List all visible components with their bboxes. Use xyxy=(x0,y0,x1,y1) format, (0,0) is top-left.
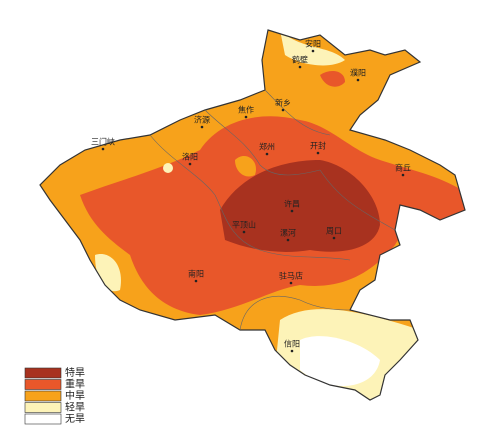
city-borders xyxy=(149,89,396,331)
city-dot xyxy=(290,349,294,353)
legend-swatch xyxy=(24,367,62,379)
city-dot xyxy=(289,281,293,285)
city-label: 许昌 xyxy=(284,199,300,209)
city-label: 南阳 xyxy=(188,269,204,279)
legend-swatch xyxy=(24,413,62,425)
city-label: 三门峡 xyxy=(91,137,115,147)
city-label: 鹤壁 xyxy=(292,55,308,65)
city-dot xyxy=(200,125,204,129)
city-label: 濮阳 xyxy=(350,68,366,78)
city-dot xyxy=(298,65,302,69)
city-dot xyxy=(401,173,405,177)
city-label: 济源 xyxy=(194,115,210,125)
city-dot xyxy=(244,115,248,119)
city-dot xyxy=(332,236,336,240)
legend-label: 中旱 xyxy=(65,389,85,402)
city-dot xyxy=(101,147,105,151)
city-label: 安阳 xyxy=(305,39,321,49)
city-label: 商丘 xyxy=(395,163,411,173)
city-dot xyxy=(290,209,294,213)
city-dot xyxy=(356,78,360,82)
city-dot xyxy=(188,162,192,166)
zone-medium xyxy=(235,155,256,177)
legend-label: 无旱 xyxy=(65,413,85,425)
city-dot xyxy=(265,152,269,156)
city-label: 焦作 xyxy=(238,105,254,115)
city-dot xyxy=(194,279,198,283)
zone-none xyxy=(300,336,380,387)
city-dot xyxy=(286,238,290,242)
city-dot xyxy=(311,49,315,53)
city-label: 开封 xyxy=(310,141,326,151)
city-label: 新乡 xyxy=(275,98,291,108)
zone-extreme xyxy=(220,160,380,252)
legend-label: 轻旱 xyxy=(65,401,85,414)
legend-swatch xyxy=(24,379,62,390)
legend-swatch xyxy=(24,402,62,413)
city-label: 周口 xyxy=(326,227,342,236)
legend-swatch xyxy=(24,390,62,402)
legend-label: 特旱 xyxy=(65,367,85,379)
city-dot xyxy=(242,230,246,234)
legend-label: 重旱 xyxy=(65,378,85,391)
province-border xyxy=(39,29,466,401)
city-label: 洛阳 xyxy=(182,152,198,162)
city-label: 平顶山 xyxy=(232,220,256,230)
city-label: 漯河 xyxy=(280,228,296,238)
city-label: 驻马店 xyxy=(279,271,303,281)
city-label: 信阳 xyxy=(284,339,300,349)
zone-severe xyxy=(320,70,345,87)
city-label: 郑州 xyxy=(259,142,275,152)
zone-light xyxy=(163,163,173,173)
city-dot xyxy=(316,151,320,155)
city-dot xyxy=(281,108,285,112)
zone-light xyxy=(280,30,345,66)
